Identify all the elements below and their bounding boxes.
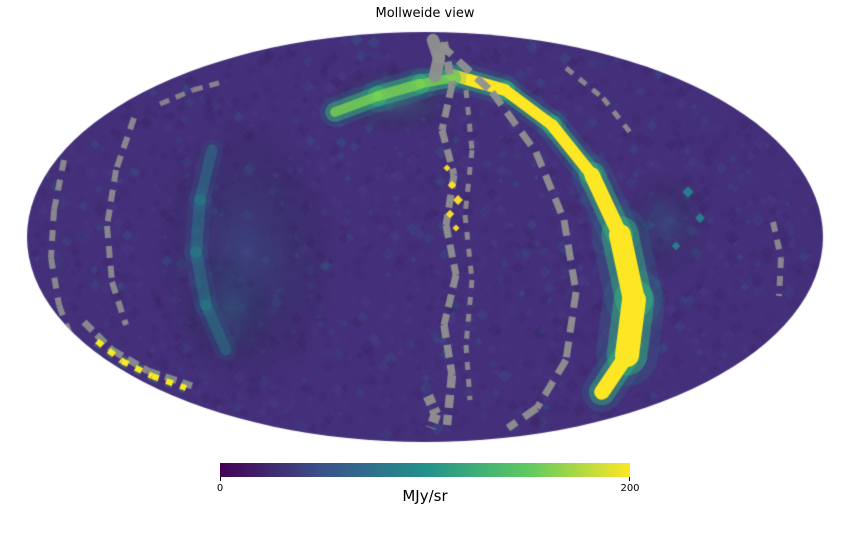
colorbar-tick-min: 0: [216, 483, 224, 494]
colorbar: 0 200 MJy/sr: [217, 463, 640, 505]
colorbar-label: MJy/sr: [402, 487, 448, 505]
colorbar-gradient: [220, 463, 630, 477]
colorbar-endtick-min: [220, 477, 221, 481]
colorbar-tick-max: 200: [620, 483, 640, 494]
colorbar-endtick-max: [629, 477, 630, 481]
